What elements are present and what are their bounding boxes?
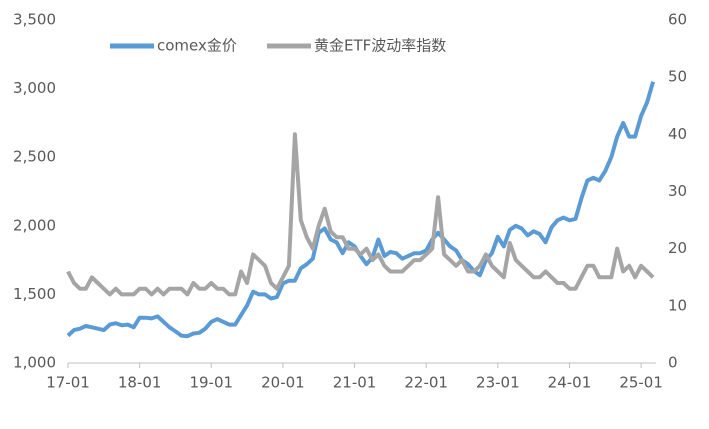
y-tick-label: 3,000	[13, 79, 56, 97]
y2-tick-label: 40	[668, 125, 687, 143]
y-tick-label: 3,500	[13, 11, 56, 29]
y2-tick-label: 50	[668, 68, 687, 86]
x-tick-label: 23-01	[476, 374, 520, 392]
y2-tick-label: 30	[668, 182, 687, 200]
x-tick-label: 25-01	[619, 374, 663, 392]
y-tick-label: 2,000	[13, 216, 56, 234]
y2-tick-label: 20	[668, 239, 687, 257]
y-tick-label: 2,500	[13, 148, 56, 166]
x-tick-label: 19-01	[189, 374, 233, 392]
y2-tick-label: 0	[668, 354, 678, 372]
y-tick-label: 1,000	[13, 354, 56, 372]
y-tick-label: 1,500	[13, 285, 56, 303]
series-line	[66, 81, 656, 339]
legend-label: 黄金ETF波动率指数	[314, 37, 446, 55]
x-tick-label: 21-01	[333, 374, 377, 392]
x-tick-label: 18-01	[118, 374, 162, 392]
x-tick-label: 24-01	[548, 374, 592, 392]
x-tick-label: 22-01	[404, 374, 448, 392]
series-line	[66, 132, 655, 297]
x-tick-label: 17-01	[46, 374, 90, 392]
y2-tick-label: 10	[668, 296, 687, 314]
y2-tick-label: 60	[668, 11, 687, 29]
x-tick-label: 20-01	[261, 374, 305, 392]
legend-label: comex金价	[157, 37, 237, 55]
